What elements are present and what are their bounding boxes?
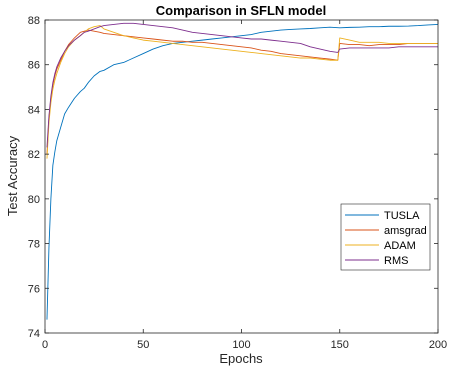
x-axis-label: Epochs (219, 351, 263, 366)
y-tick-label: 88 (28, 15, 40, 27)
x-tick-label: 100 (232, 339, 250, 351)
legend-label-adam: ADAM (384, 240, 416, 252)
legend: TUSLA amsgrad ADAM RMS (341, 204, 430, 270)
x-tick-label: 200 (429, 339, 447, 351)
plot-area (45, 20, 438, 333)
legend-label-rms: RMS (384, 255, 408, 267)
y-axis-label: Test Accuracy (5, 135, 20, 216)
x-tick-label: 50 (137, 339, 149, 351)
y-tick-label: 74 (28, 328, 40, 340)
x-tick-label: 150 (331, 339, 349, 351)
y-tick-label: 76 (28, 283, 40, 295)
y-tick-label: 82 (28, 149, 40, 161)
y-tick-label: 78 (28, 239, 40, 251)
x-tick-label: 0 (42, 339, 48, 351)
legend-label-tusla: TUSLA (384, 210, 420, 222)
legend-label-amsgrad: amsgrad (384, 225, 427, 237)
y-tick-label: 86 (28, 60, 40, 72)
y-tick-label: 80 (28, 194, 40, 206)
y-tick-label: 84 (28, 104, 40, 116)
chart-title: Comparison in SFLN model (156, 3, 326, 18)
